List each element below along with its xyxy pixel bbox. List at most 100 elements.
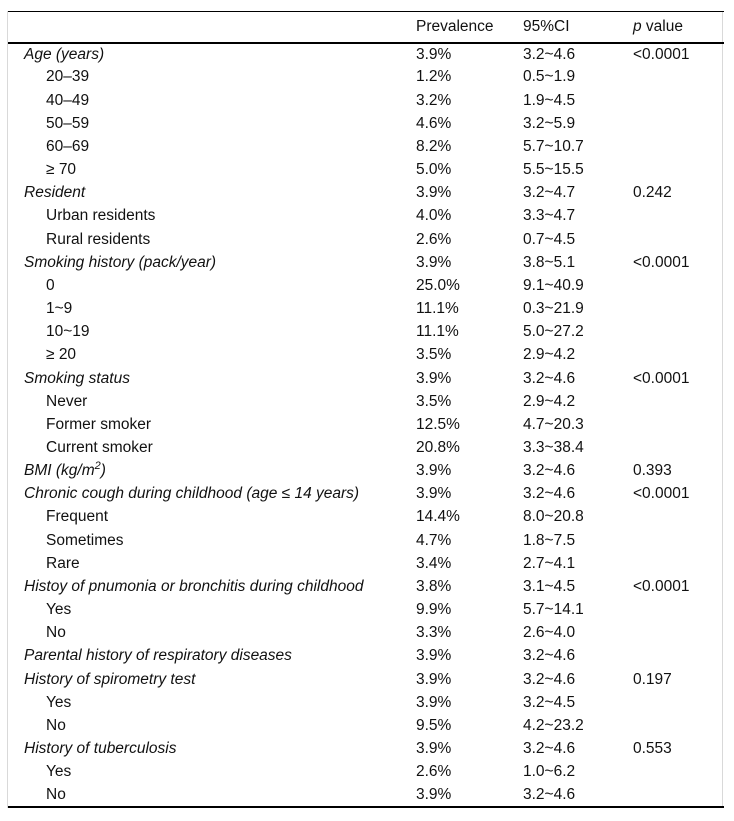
table-row: 40–49 3.2% 1.9~4.5 bbox=[8, 89, 724, 112]
header-row: Prevalence 95%CI p value bbox=[8, 12, 724, 43]
row-ci: 3.2~5.9 bbox=[523, 114, 576, 132]
table-row: Never 3.5% 2.9~4.2 bbox=[8, 390, 724, 413]
table-row: Resident 3.9% 3.2~4.7 0.242 bbox=[8, 181, 724, 204]
table-row: 60–69 8.2% 5.7~10.7 bbox=[8, 135, 724, 158]
table-row: Frequent 14.4% 8.0~20.8 bbox=[8, 506, 724, 529]
row-label: Parental history of respiratory diseases bbox=[24, 647, 292, 665]
row-prevalence: 8.2% bbox=[416, 137, 452, 155]
row-ci: 3.2~4.6 bbox=[523, 670, 576, 688]
row-ci: 2.6~4.0 bbox=[523, 624, 576, 642]
row-label: ≥ 70 bbox=[46, 161, 77, 179]
row-ci: 9.1~40.9 bbox=[523, 276, 584, 294]
row-prevalence: 3.9% bbox=[416, 184, 452, 202]
header-ci: 95%CI bbox=[523, 17, 570, 35]
row-label: Former smoker bbox=[46, 415, 152, 433]
row-ci: 3.2~4.6 bbox=[523, 485, 576, 503]
row-p-value bbox=[633, 344, 724, 367]
row-label: Smoking status bbox=[24, 369, 130, 387]
row-label: Rare bbox=[46, 554, 80, 572]
row-ci: 1.8~7.5 bbox=[523, 531, 576, 549]
row-prevalence: 3.2% bbox=[416, 91, 452, 109]
row-ci: 3.1~4.5 bbox=[523, 577, 576, 595]
table-row: Smoking history (pack/year) 3.9% 3.8~5.1… bbox=[8, 251, 724, 274]
table-row: Parental history of respiratory diseases… bbox=[8, 645, 724, 668]
table-row: Rural residents 2.6% 0.7~4.5 bbox=[8, 228, 724, 251]
row-label: Age (years) bbox=[24, 45, 105, 63]
row-p-value: 0.242 bbox=[633, 184, 672, 202]
row-label: Never bbox=[46, 392, 88, 410]
row-ci: 3.2~4.6 bbox=[523, 740, 576, 758]
prevalence-table: Prevalence 95%CI p value Age (years) 3.9… bbox=[8, 11, 724, 808]
row-label: 0 bbox=[46, 276, 55, 294]
table-row: No 3.9% 3.2~4.6 bbox=[8, 784, 724, 808]
row-prevalence: 5.0% bbox=[416, 161, 452, 179]
row-p-value bbox=[633, 274, 724, 297]
row-prevalence: 4.0% bbox=[416, 207, 452, 225]
row-p-value bbox=[633, 621, 724, 644]
header-prevalence: Prevalence bbox=[416, 17, 494, 35]
row-p-value bbox=[633, 228, 724, 251]
table-row: Yes 3.9% 3.2~4.5 bbox=[8, 691, 724, 714]
row-p-value bbox=[633, 135, 724, 158]
row-label: Chronic cough during childhood (age ≤ 14… bbox=[24, 485, 360, 503]
row-prevalence: 3.9% bbox=[416, 253, 452, 271]
table-row: 20–39 1.2% 0.5~1.9 bbox=[8, 66, 724, 89]
row-prevalence: 14.4% bbox=[416, 508, 460, 526]
row-p-value bbox=[633, 297, 724, 320]
row-ci: 3.2~4.5 bbox=[523, 693, 576, 711]
table-row: BMI (kg/m2) 3.9% 3.2~4.6 0.393 bbox=[8, 459, 724, 482]
row-p-value: 0.553 bbox=[633, 740, 672, 758]
table-row: ≥ 70 5.0% 5.5~15.5 bbox=[8, 158, 724, 181]
row-ci: 4.7~20.3 bbox=[523, 415, 584, 433]
row-prevalence: 3.8% bbox=[416, 577, 452, 595]
table-body: Age (years) 3.9% 3.2~4.6 <0.0001 20–39 1… bbox=[8, 43, 724, 808]
row-p-value bbox=[633, 205, 724, 228]
row-label: No bbox=[46, 716, 66, 734]
row-ci: 1.0~6.2 bbox=[523, 763, 576, 781]
row-prevalence: 1.2% bbox=[416, 68, 452, 86]
row-p-value bbox=[633, 784, 724, 808]
row-ci: 3.3~38.4 bbox=[523, 438, 584, 456]
row-label: Yes bbox=[46, 763, 72, 781]
header-p-value: p value bbox=[633, 12, 724, 43]
table-header: Prevalence 95%CI p value bbox=[8, 12, 724, 43]
row-prevalence: 4.7% bbox=[416, 531, 452, 549]
table-frame: Prevalence 95%CI p value Age (years) 3.9… bbox=[7, 11, 724, 808]
row-ci: 5.7~10.7 bbox=[523, 137, 584, 155]
row-ci: 3.3~4.7 bbox=[523, 207, 576, 225]
row-prevalence: 2.6% bbox=[416, 763, 452, 781]
row-ci: 2.7~4.1 bbox=[523, 554, 576, 572]
row-prevalence: 3.9% bbox=[416, 670, 452, 688]
row-p-value: <0.0001 bbox=[633, 45, 690, 63]
row-ci: 5.5~15.5 bbox=[523, 161, 584, 179]
row-label: No bbox=[46, 624, 66, 642]
table-row: Chronic cough during childhood (age ≤ 14… bbox=[8, 482, 724, 505]
row-p-value bbox=[633, 158, 724, 181]
row-label: Urban residents bbox=[46, 207, 156, 225]
row-label: BMI (kg/m2) bbox=[24, 459, 106, 480]
row-prevalence: 3.9% bbox=[416, 740, 452, 758]
row-label: Resident bbox=[24, 184, 86, 202]
row-ci: 0.3~21.9 bbox=[523, 300, 584, 318]
row-ci: 3.2~4.6 bbox=[523, 462, 576, 480]
table-row: Current smoker 20.8% 3.3~38.4 bbox=[8, 436, 724, 459]
row-label: Yes bbox=[46, 601, 72, 619]
row-p-value bbox=[633, 598, 724, 621]
row-p-value bbox=[633, 89, 724, 112]
row-p-value bbox=[633, 529, 724, 552]
row-p-value bbox=[633, 66, 724, 89]
table-row: Former smoker 12.5% 4.7~20.3 bbox=[8, 413, 724, 436]
row-ci: 3.2~4.7 bbox=[523, 184, 576, 202]
row-prevalence: 3.9% bbox=[416, 647, 452, 665]
row-p-value bbox=[633, 645, 724, 668]
row-prevalence: 2.6% bbox=[416, 230, 452, 248]
header-p-rest: value bbox=[641, 17, 683, 35]
row-p-value bbox=[633, 320, 724, 343]
row-ci: 3.2~4.6 bbox=[523, 786, 576, 803]
row-p-value: <0.0001 bbox=[633, 369, 690, 387]
row-ci: 0.5~1.9 bbox=[523, 68, 576, 86]
header-empty-cell bbox=[8, 12, 416, 43]
row-label: 60–69 bbox=[46, 137, 90, 155]
table-row: Histoy of pnumonia or bronchitis during … bbox=[8, 575, 724, 598]
